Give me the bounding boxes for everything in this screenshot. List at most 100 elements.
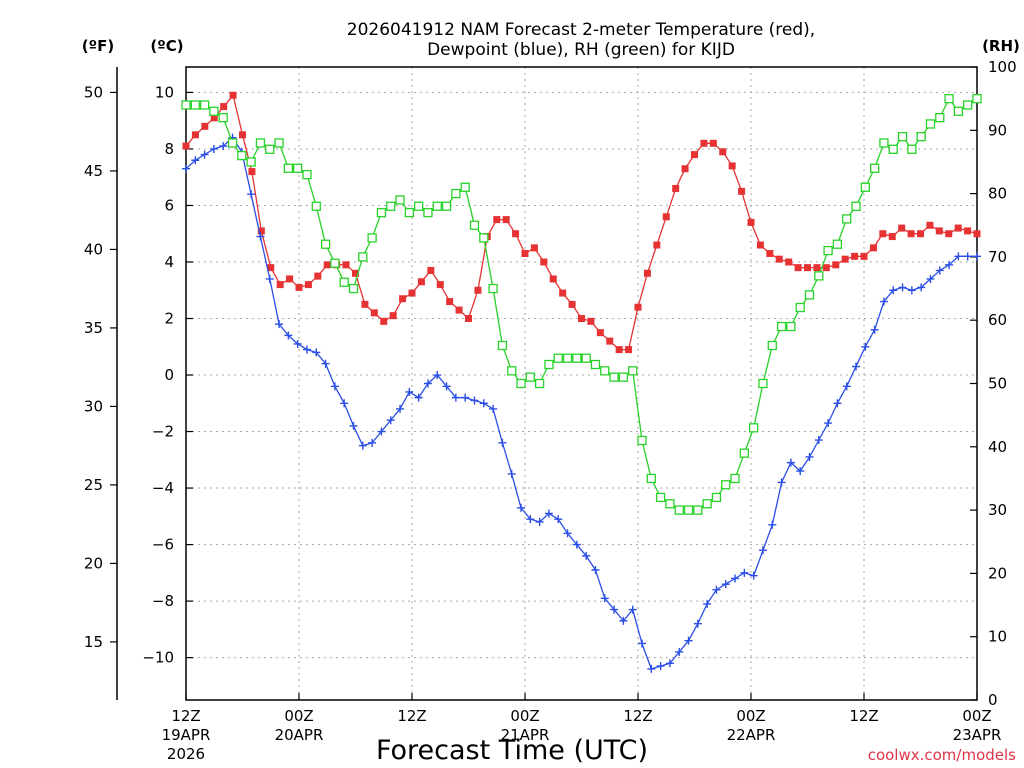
- dewpoint-point: [414, 393, 423, 402]
- dewpoint-point: [777, 478, 786, 487]
- rh-point: [451, 188, 461, 199]
- dewpoint-point: [572, 540, 581, 549]
- rh-point: [953, 106, 964, 116]
- dewpoint-point: [935, 266, 944, 275]
- temperature-point: [399, 295, 407, 303]
- temperature-point: [191, 131, 199, 139]
- temperature-point: [869, 244, 877, 252]
- rh-point: [618, 372, 629, 382]
- dewpoint-point: [675, 647, 684, 656]
- x-tick-label-time: 00Z: [962, 707, 991, 725]
- rh-point: [283, 163, 294, 173]
- dewpoint-point: [758, 546, 767, 555]
- dewpoint-point: [312, 348, 321, 357]
- rh-point: [711, 492, 722, 503]
- temperature-point: [832, 261, 840, 269]
- rh-point: [404, 207, 414, 218]
- dewpoint-point: [898, 283, 907, 292]
- rh-point: [832, 239, 843, 249]
- dewpoint-point: [889, 286, 898, 295]
- rh-point: [199, 100, 210, 110]
- x-tick-label-date: 20APR: [275, 726, 324, 744]
- dewpoint-point: [219, 142, 228, 151]
- rh-point: [851, 201, 861, 211]
- temperature-point: [615, 346, 623, 354]
- rh-point: [702, 499, 712, 509]
- temperature-point: [804, 264, 811, 272]
- dewpoint-point: [861, 342, 870, 351]
- temperature-point: [578, 315, 585, 323]
- temperature-point: [389, 312, 397, 320]
- temperature-point: [672, 185, 680, 193]
- rh-point: [488, 283, 498, 294]
- rh-point: [358, 252, 368, 262]
- rh-point: [637, 435, 647, 446]
- rh-point: [646, 473, 656, 484]
- dewpoint-point: [247, 190, 256, 199]
- dewpoint-point: [591, 566, 600, 575]
- dewpoint-point: [368, 438, 377, 447]
- rh-point: [730, 473, 740, 484]
- temperature-point: [446, 298, 454, 306]
- rh-point: [237, 150, 247, 161]
- temperature-point: [314, 272, 322, 280]
- dewpoint-point: [535, 517, 544, 526]
- dewpoint-point: [656, 662, 665, 671]
- dewpoint-point: [628, 605, 637, 614]
- rh-point: [907, 144, 917, 154]
- rh-point: [963, 100, 973, 110]
- rh-point: [190, 100, 200, 110]
- rh-point: [869, 163, 880, 173]
- rh-point: [693, 505, 703, 515]
- dewpoint-point: [386, 416, 395, 425]
- dewpoint-point: [731, 574, 740, 583]
- dewpoint-point: [973, 252, 981, 261]
- temperature-point: [229, 91, 237, 99]
- rh-point: [944, 94, 954, 104]
- temperature-point: [681, 165, 689, 173]
- temperature-point: [295, 283, 303, 291]
- temperature-point: [625, 346, 633, 354]
- temperature-point: [860, 252, 868, 260]
- rh-point: [674, 505, 684, 515]
- y-tick-label-f: 25: [84, 476, 103, 494]
- y-tick-label-f: 15: [84, 633, 103, 651]
- temperature-point: [276, 281, 284, 289]
- dewpoint-point: [489, 404, 498, 413]
- temperature-point: [747, 218, 755, 226]
- temperature-point: [417, 278, 425, 286]
- unit-rh: (RH): [982, 37, 1020, 55]
- y-tick-label-c: 6: [164, 196, 174, 214]
- dewpoint-point: [768, 520, 777, 529]
- x-tick-label-date: 23APR: [953, 726, 1002, 744]
- dewpoint-point: [693, 619, 702, 628]
- y-tick-label-rh: 70: [988, 248, 1007, 266]
- rh-point: [376, 207, 387, 218]
- temperature-point: [841, 255, 849, 263]
- y-tick-label-f: 45: [84, 162, 103, 180]
- temperature-point: [380, 317, 388, 325]
- x-tick-label-time: 12Z: [623, 707, 652, 725]
- temperature-point: [766, 250, 774, 258]
- dewpoint-point: [600, 594, 609, 603]
- dewpoint-point: [461, 393, 470, 402]
- y-tick-label-c: 2: [164, 310, 174, 328]
- dewpoint-point: [293, 339, 302, 348]
- temperature-point: [935, 227, 943, 235]
- grid: [186, 67, 977, 700]
- temperature-point: [493, 216, 501, 224]
- y-tick-label-f: 40: [84, 240, 103, 258]
- dewpoint-point: [423, 379, 432, 388]
- y-tick-label-rh: 60: [988, 311, 1007, 329]
- rh-point: [265, 144, 275, 154]
- y-tick-label-rh: 50: [988, 375, 1007, 393]
- rh-point: [925, 119, 936, 129]
- rh-point: [544, 359, 554, 370]
- dewpoint-point: [321, 359, 330, 368]
- temperature-point: [709, 139, 717, 147]
- y-tick-label-c: 10: [155, 83, 174, 101]
- y-tick-label-rh: 80: [988, 185, 1007, 203]
- dewpoint-point: [926, 274, 935, 283]
- rh-point: [721, 480, 731, 490]
- y-tick-label-c: −10: [142, 649, 174, 667]
